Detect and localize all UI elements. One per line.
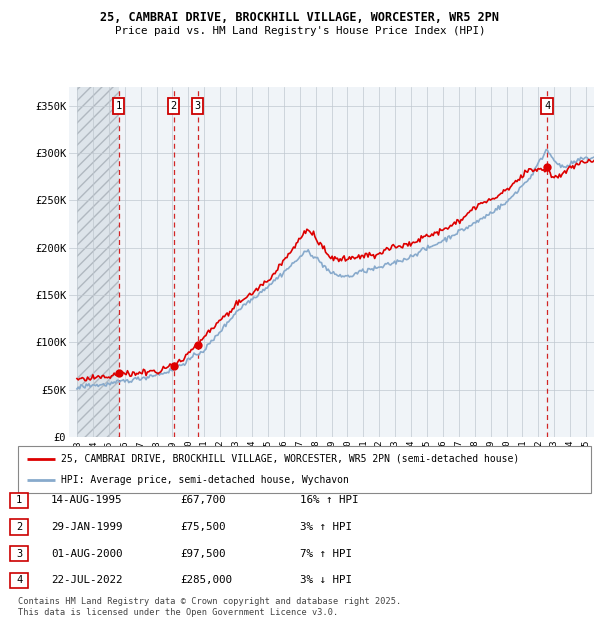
Text: £97,500: £97,500 (180, 549, 226, 559)
Text: 01-AUG-2000: 01-AUG-2000 (51, 549, 122, 559)
Bar (77, 87, 119, 437)
Text: 2: 2 (170, 101, 177, 111)
Text: 3% ↑ HPI: 3% ↑ HPI (300, 522, 352, 532)
Text: 3: 3 (16, 549, 22, 559)
Text: Contains HM Land Registry data © Crown copyright and database right 2025.: Contains HM Land Registry data © Crown c… (18, 597, 401, 606)
Text: 4: 4 (16, 575, 22, 585)
Text: 29-JAN-1999: 29-JAN-1999 (51, 522, 122, 532)
Text: 3% ↓ HPI: 3% ↓ HPI (300, 575, 352, 585)
Text: 1: 1 (16, 495, 22, 505)
FancyBboxPatch shape (10, 572, 28, 588)
Text: £67,700: £67,700 (180, 495, 226, 505)
Text: 3: 3 (194, 101, 200, 111)
FancyBboxPatch shape (18, 446, 591, 493)
Text: This data is licensed under the Open Government Licence v3.0.: This data is licensed under the Open Gov… (18, 608, 338, 617)
FancyBboxPatch shape (10, 492, 28, 508)
Text: 7% ↑ HPI: 7% ↑ HPI (300, 549, 352, 559)
Text: 16% ↑ HPI: 16% ↑ HPI (300, 495, 359, 505)
Text: 4: 4 (544, 101, 550, 111)
FancyBboxPatch shape (10, 519, 28, 535)
Text: 22-JUL-2022: 22-JUL-2022 (51, 575, 122, 585)
Text: 14-AUG-1995: 14-AUG-1995 (51, 495, 122, 505)
Text: 25, CAMBRAI DRIVE, BROCKHILL VILLAGE, WORCESTER, WR5 2PN: 25, CAMBRAI DRIVE, BROCKHILL VILLAGE, WO… (101, 11, 499, 24)
Text: 1: 1 (116, 101, 122, 111)
FancyBboxPatch shape (10, 546, 28, 562)
Text: 2: 2 (16, 522, 22, 532)
Text: 25, CAMBRAI DRIVE, BROCKHILL VILLAGE, WORCESTER, WR5 2PN (semi-detached house): 25, CAMBRAI DRIVE, BROCKHILL VILLAGE, WO… (61, 454, 519, 464)
Text: HPI: Average price, semi-detached house, Wychavon: HPI: Average price, semi-detached house,… (61, 476, 349, 485)
Text: £285,000: £285,000 (180, 575, 232, 585)
Text: £75,500: £75,500 (180, 522, 226, 532)
Text: Price paid vs. HM Land Registry's House Price Index (HPI): Price paid vs. HM Land Registry's House … (115, 26, 485, 36)
